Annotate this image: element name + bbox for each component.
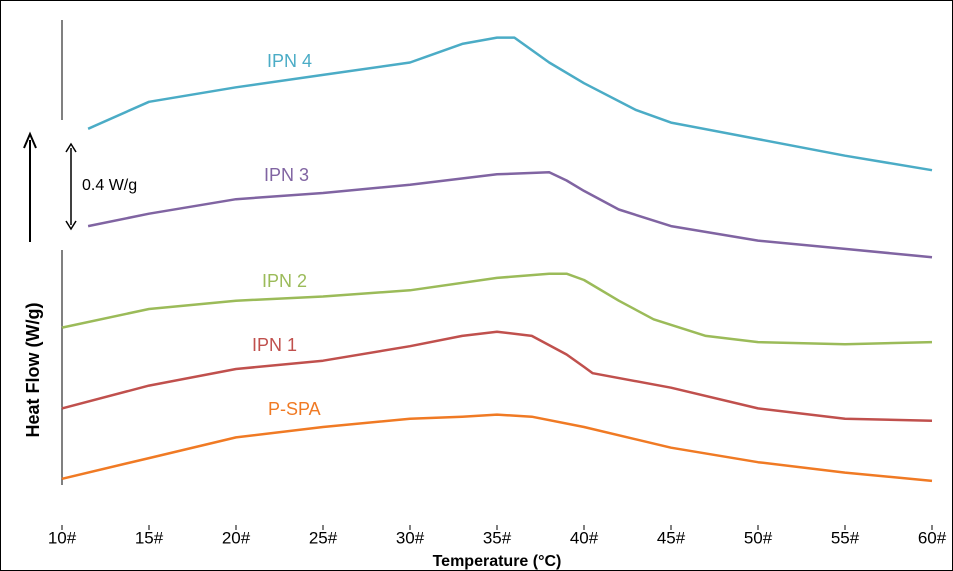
scale-label: 0.4 W/g <box>82 177 137 194</box>
x-tick-label: 50# <box>744 528 773 547</box>
scale-bar-heads <box>65 142 77 231</box>
series-line <box>61 330 933 423</box>
series-line <box>61 413 933 483</box>
x-tick-label: 10# <box>48 528 77 547</box>
series-label: IPN 4 <box>267 51 312 71</box>
y-axis-label: Heat Flow (W/g) <box>23 303 43 438</box>
series-label: IPN 3 <box>264 165 309 185</box>
x-tick-label: 55# <box>831 528 860 547</box>
x-tick-label: 40# <box>570 528 599 547</box>
series-label: IPN 1 <box>252 335 297 355</box>
series-label: P-SPA <box>268 399 321 419</box>
x-tick-label: 15# <box>135 528 164 547</box>
series-line <box>87 171 933 259</box>
series-label: IPN 2 <box>262 271 307 291</box>
x-tick-label: 45# <box>657 528 686 547</box>
x-tick-label: 25# <box>309 528 338 547</box>
x-tick-label: 60# <box>918 528 947 547</box>
series-line <box>61 272 933 346</box>
x-tick-label: 35# <box>483 528 512 547</box>
arrow-head <box>23 131 37 149</box>
x-tick-label: 30# <box>396 528 425 547</box>
x-axis-label: Temperature (°C) <box>433 553 562 570</box>
x-tick-label: 20# <box>222 528 251 547</box>
series-line <box>87 36 933 172</box>
